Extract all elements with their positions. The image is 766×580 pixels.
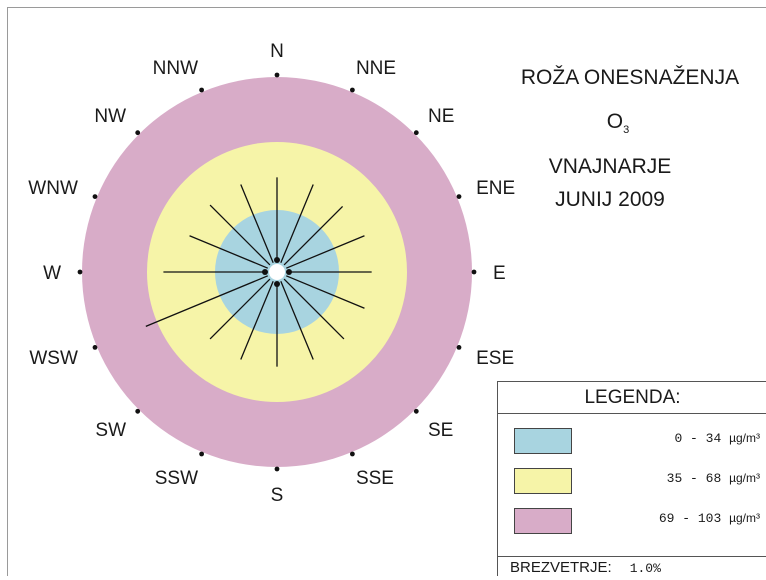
direction-label-ene: ENE bbox=[476, 178, 515, 199]
direction-marker-ese bbox=[456, 344, 462, 350]
direction-label-wnw: WNW bbox=[28, 178, 78, 199]
legend-row: 35 - 68 µg/m³ bbox=[498, 466, 766, 496]
spoke-ese bbox=[285, 275, 365, 309]
spoke-sw bbox=[209, 278, 271, 340]
direction-label-nw: NW bbox=[94, 106, 126, 127]
direction-marker-e bbox=[471, 269, 477, 275]
direction-label-ne: NE bbox=[428, 106, 454, 127]
direction-marker-nw bbox=[135, 130, 141, 136]
center-hole bbox=[269, 264, 285, 280]
spoke-ssw bbox=[240, 280, 274, 360]
spoke-nnw bbox=[240, 184, 274, 264]
direction-label-se: SE bbox=[428, 420, 453, 441]
direction-label-sw: SW bbox=[95, 420, 126, 441]
calm-row: BREZVETRJE: 1.0% bbox=[498, 556, 766, 577]
legend-swatch bbox=[514, 428, 572, 454]
direction-marker-ssw bbox=[199, 451, 205, 457]
center-dot-n bbox=[274, 257, 280, 263]
direction-label-w: W bbox=[43, 263, 61, 284]
direction-marker-wnw bbox=[92, 194, 98, 200]
direction-marker-se bbox=[413, 408, 419, 414]
location-label: VNAJNARJE bbox=[549, 155, 672, 178]
legend-row: 69 - 103 µg/m³ bbox=[498, 506, 766, 536]
spoke-nw bbox=[209, 204, 271, 266]
spoke-se bbox=[283, 278, 345, 340]
direction-marker-nne bbox=[349, 87, 355, 93]
direction-marker-ne bbox=[413, 130, 419, 136]
chart-title: ROŽA ONESNAŽENJA bbox=[521, 66, 739, 89]
legend-range: 69 - 103 µg/m³ bbox=[658, 511, 760, 526]
legend-range: 0 - 34 µg/m³ bbox=[674, 431, 760, 446]
direction-marker-sw bbox=[135, 408, 141, 414]
direction-marker-nnw bbox=[199, 87, 205, 93]
legend-range: 35 - 68 µg/m³ bbox=[666, 471, 760, 486]
spoke-wsw bbox=[145, 275, 269, 327]
spoke-nne bbox=[280, 184, 314, 264]
direction-marker-w bbox=[77, 269, 83, 275]
direction-label-wsw: WSW bbox=[29, 348, 78, 369]
direction-label-n: N bbox=[270, 41, 284, 62]
spoke-ne bbox=[283, 205, 344, 266]
direction-label-nnw: NNW bbox=[153, 58, 198, 79]
direction-marker-s bbox=[274, 466, 280, 472]
legend-swatch bbox=[514, 508, 572, 534]
legend-title: LEGENDA: bbox=[498, 382, 766, 414]
direction-label-ssw: SSW bbox=[155, 468, 198, 489]
spoke-ene bbox=[285, 235, 365, 269]
period-label: JUNIJ 2009 bbox=[555, 188, 665, 211]
direction-marker-ene bbox=[456, 194, 462, 200]
spoke-sse bbox=[280, 280, 314, 360]
legend-row: 0 - 34 µg/m³ bbox=[498, 426, 766, 456]
legend-swatch bbox=[514, 468, 572, 494]
direction-label-nne: NNE bbox=[356, 58, 396, 79]
direction-marker-wsw bbox=[92, 344, 98, 350]
spoke-wnw bbox=[189, 235, 269, 269]
legend: LEGENDA: 0 - 34 µg/m³ 35 - 68 µg/m³ 69 -… bbox=[497, 381, 766, 576]
direction-label-sse: SSE bbox=[356, 468, 394, 489]
pollutant-label: O3 bbox=[607, 110, 629, 136]
center-dot-w bbox=[262, 269, 268, 275]
direction-label-s: S bbox=[271, 485, 284, 506]
chart-frame bbox=[7, 7, 766, 576]
direction-marker-sse bbox=[349, 451, 355, 457]
direction-marker-n bbox=[274, 72, 280, 78]
center-dot-s bbox=[274, 281, 280, 287]
direction-label-e: E bbox=[493, 263, 506, 284]
calm-value: 1.0% bbox=[629, 561, 661, 576]
calm-label: BREZVETRJE: bbox=[510, 559, 612, 576]
direction-label-ese: ESE bbox=[476, 348, 514, 369]
center-dot-e bbox=[286, 269, 292, 275]
